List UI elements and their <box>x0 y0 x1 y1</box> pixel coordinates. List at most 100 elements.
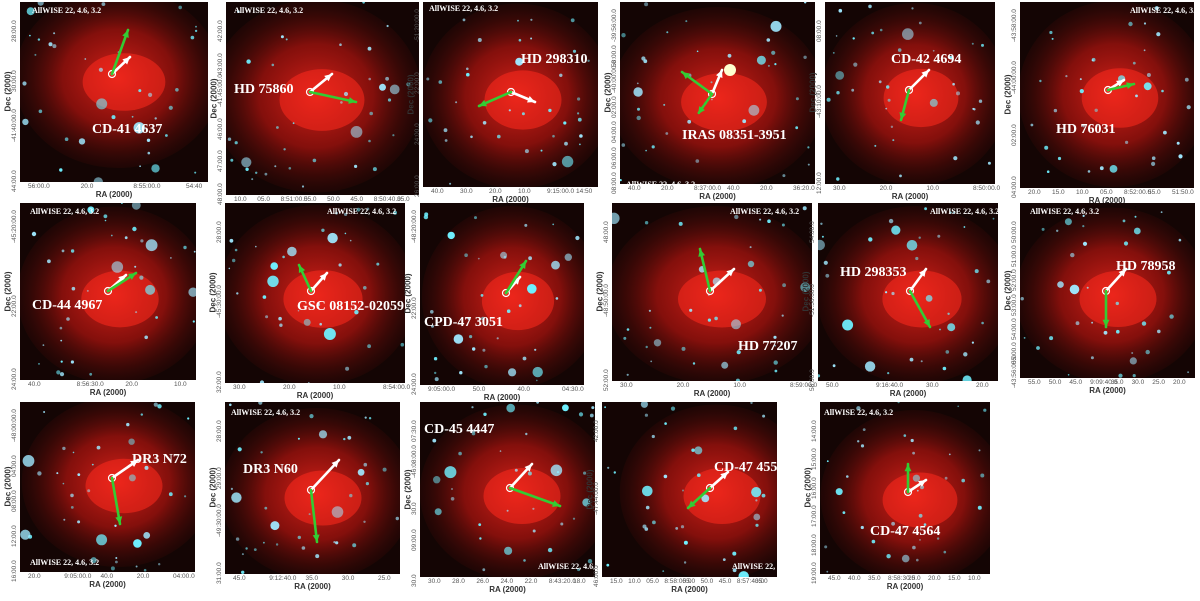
star-dot <box>1133 62 1136 65</box>
ra-tick-label: 9:05:00.0 <box>64 573 91 580</box>
star-dot <box>530 38 532 40</box>
star-dot <box>53 32 55 34</box>
star-dot <box>1135 216 1137 218</box>
star-dot <box>345 233 347 235</box>
star-dot <box>319 323 322 326</box>
nebula-core <box>485 70 562 129</box>
star-dot <box>872 540 876 544</box>
star-dot <box>373 167 377 171</box>
dec-tick-label: 12:00.0 <box>816 172 823 194</box>
star-dot <box>682 347 686 351</box>
star-dot <box>351 126 363 138</box>
star-dot <box>56 472 58 474</box>
star-dot <box>782 224 785 227</box>
ra-tick-label: 30.0 <box>833 185 846 192</box>
star-dot <box>155 316 158 319</box>
star-dot <box>663 104 665 106</box>
dec-tick-label: -39:56:00.0 <box>611 9 618 42</box>
star-dot <box>72 287 76 291</box>
star-dot <box>637 108 640 111</box>
star-dot <box>530 19 532 21</box>
star-dot <box>645 221 648 224</box>
star-dot <box>484 365 487 368</box>
star-dot <box>921 360 923 362</box>
star-dot <box>732 552 736 556</box>
star-dot <box>911 439 914 442</box>
star-dot <box>366 482 369 485</box>
survey-tag: AllWISE 22, 4.6, 3.2 <box>231 408 300 417</box>
bright-star <box>724 64 736 76</box>
sky-image <box>825 2 995 184</box>
star-dot <box>684 541 688 545</box>
ra-tick-label: 8:50:00.0 <box>973 185 1000 192</box>
ra-tick-label: 50.0 <box>1049 379 1062 386</box>
dec-tick-label: 24:00.0 <box>414 124 421 146</box>
star-dot <box>327 233 337 243</box>
star-dot <box>649 310 651 312</box>
ra-tick-label: 30.0 <box>342 575 355 582</box>
star-dot <box>143 532 150 539</box>
star-dot <box>627 374 629 376</box>
star-dot <box>97 446 101 450</box>
star-dot <box>641 56 645 60</box>
ra-tick-label: 28.0 <box>452 578 465 585</box>
star-dot <box>368 140 371 143</box>
star-dot <box>682 490 684 492</box>
star-label: HD 75860 <box>234 82 294 98</box>
star-dot <box>734 427 738 431</box>
star-dot <box>1134 228 1141 235</box>
star-dot <box>136 566 138 568</box>
star-dot <box>721 362 728 369</box>
star-dot <box>504 547 512 555</box>
star-dot <box>919 237 921 239</box>
ra-tick-label: 9:15:00.0 <box>547 188 574 195</box>
star-dot <box>1076 321 1080 325</box>
star-dot <box>340 101 343 104</box>
star-dot <box>313 159 317 163</box>
star-dot <box>892 139 894 141</box>
star-dot <box>302 546 306 550</box>
star-dot <box>155 117 157 119</box>
star-dot <box>527 284 537 294</box>
dec-tick-label: 54:00.0 <box>809 221 816 243</box>
star-dot <box>533 530 536 533</box>
ra-tick-label: 10.0 <box>518 188 531 195</box>
star-dot <box>445 139 448 142</box>
star-dot <box>939 329 941 331</box>
star-dot <box>1068 374 1070 376</box>
ra-tick-label: 10.0 <box>968 575 981 582</box>
star-dot <box>863 428 866 431</box>
star-dot <box>265 173 268 176</box>
ra-tick-label: 40.0 <box>848 575 861 582</box>
ra-tick-label: 8:37:00.0 <box>694 185 721 192</box>
star-dot <box>315 554 319 558</box>
dec-axis-label: Dec (2000) <box>1004 65 1013 125</box>
dec-axis-label: Dec (2000) <box>404 459 413 519</box>
star-dot <box>627 328 630 331</box>
star-dot <box>34 54 36 56</box>
star-dot <box>664 422 667 425</box>
dec-tick-label: 44:00.0 <box>11 170 18 192</box>
star-dot <box>552 135 555 138</box>
star-dot <box>309 414 313 418</box>
star-dot <box>696 159 700 163</box>
star-dot <box>533 367 543 377</box>
star-dot <box>916 559 919 562</box>
star-dot <box>115 561 118 564</box>
star-dot <box>532 508 534 510</box>
star-dot <box>621 33 625 37</box>
star-dot <box>464 253 468 257</box>
star-dot <box>782 174 785 177</box>
star-dot <box>47 259 51 263</box>
star-dot <box>825 274 829 278</box>
star-dot <box>517 20 519 22</box>
star-dot <box>562 404 569 411</box>
ra-tick-label: 18.0 <box>573 578 586 585</box>
star-dot <box>134 266 136 268</box>
star-dot <box>178 6 182 10</box>
star-dot <box>298 438 300 440</box>
star-dot <box>1047 170 1050 173</box>
star-dot <box>993 218 995 220</box>
ra-tick-label: 54:40 <box>186 183 202 190</box>
image-panel: AllWISE 22, 4.6, 3.2 CD-47 4551 15.0 10.0 05… <box>602 402 777 577</box>
